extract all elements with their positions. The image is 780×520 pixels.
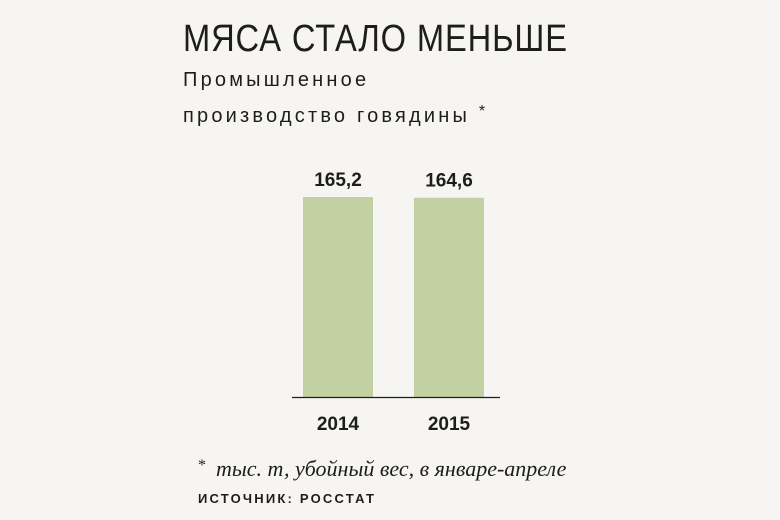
value-label-2014: 165,2: [314, 170, 362, 191]
chart-title: МЯСА СТАЛО МЕНЬШЕ: [183, 18, 568, 60]
source-note: ИСТОЧНИК: РОССТАТ: [198, 491, 377, 506]
subtitle-line-1: Промышленное: [183, 69, 370, 91]
footnote-mark: *: [198, 457, 206, 474]
bar-2014: [303, 197, 373, 397]
subtitle-line-2: производство говядины *: [183, 96, 485, 132]
subtitle-footnote-mark: *: [478, 103, 486, 120]
category-label-2015: 2015: [428, 414, 471, 435]
chart-subtitle: Промышленное производство говядины *: [183, 64, 485, 132]
category-label-2014: 2014: [317, 414, 360, 435]
footnote: * тыс. т, убойный вес, в январе-апреле: [198, 456, 566, 482]
subtitle-line-2-text: производство говядины: [183, 105, 471, 127]
value-label-2015: 164,6: [425, 171, 473, 192]
footnote-text: тыс. т, убойный вес, в январе-апреле: [216, 456, 567, 481]
bar-2015: [414, 197, 484, 397]
